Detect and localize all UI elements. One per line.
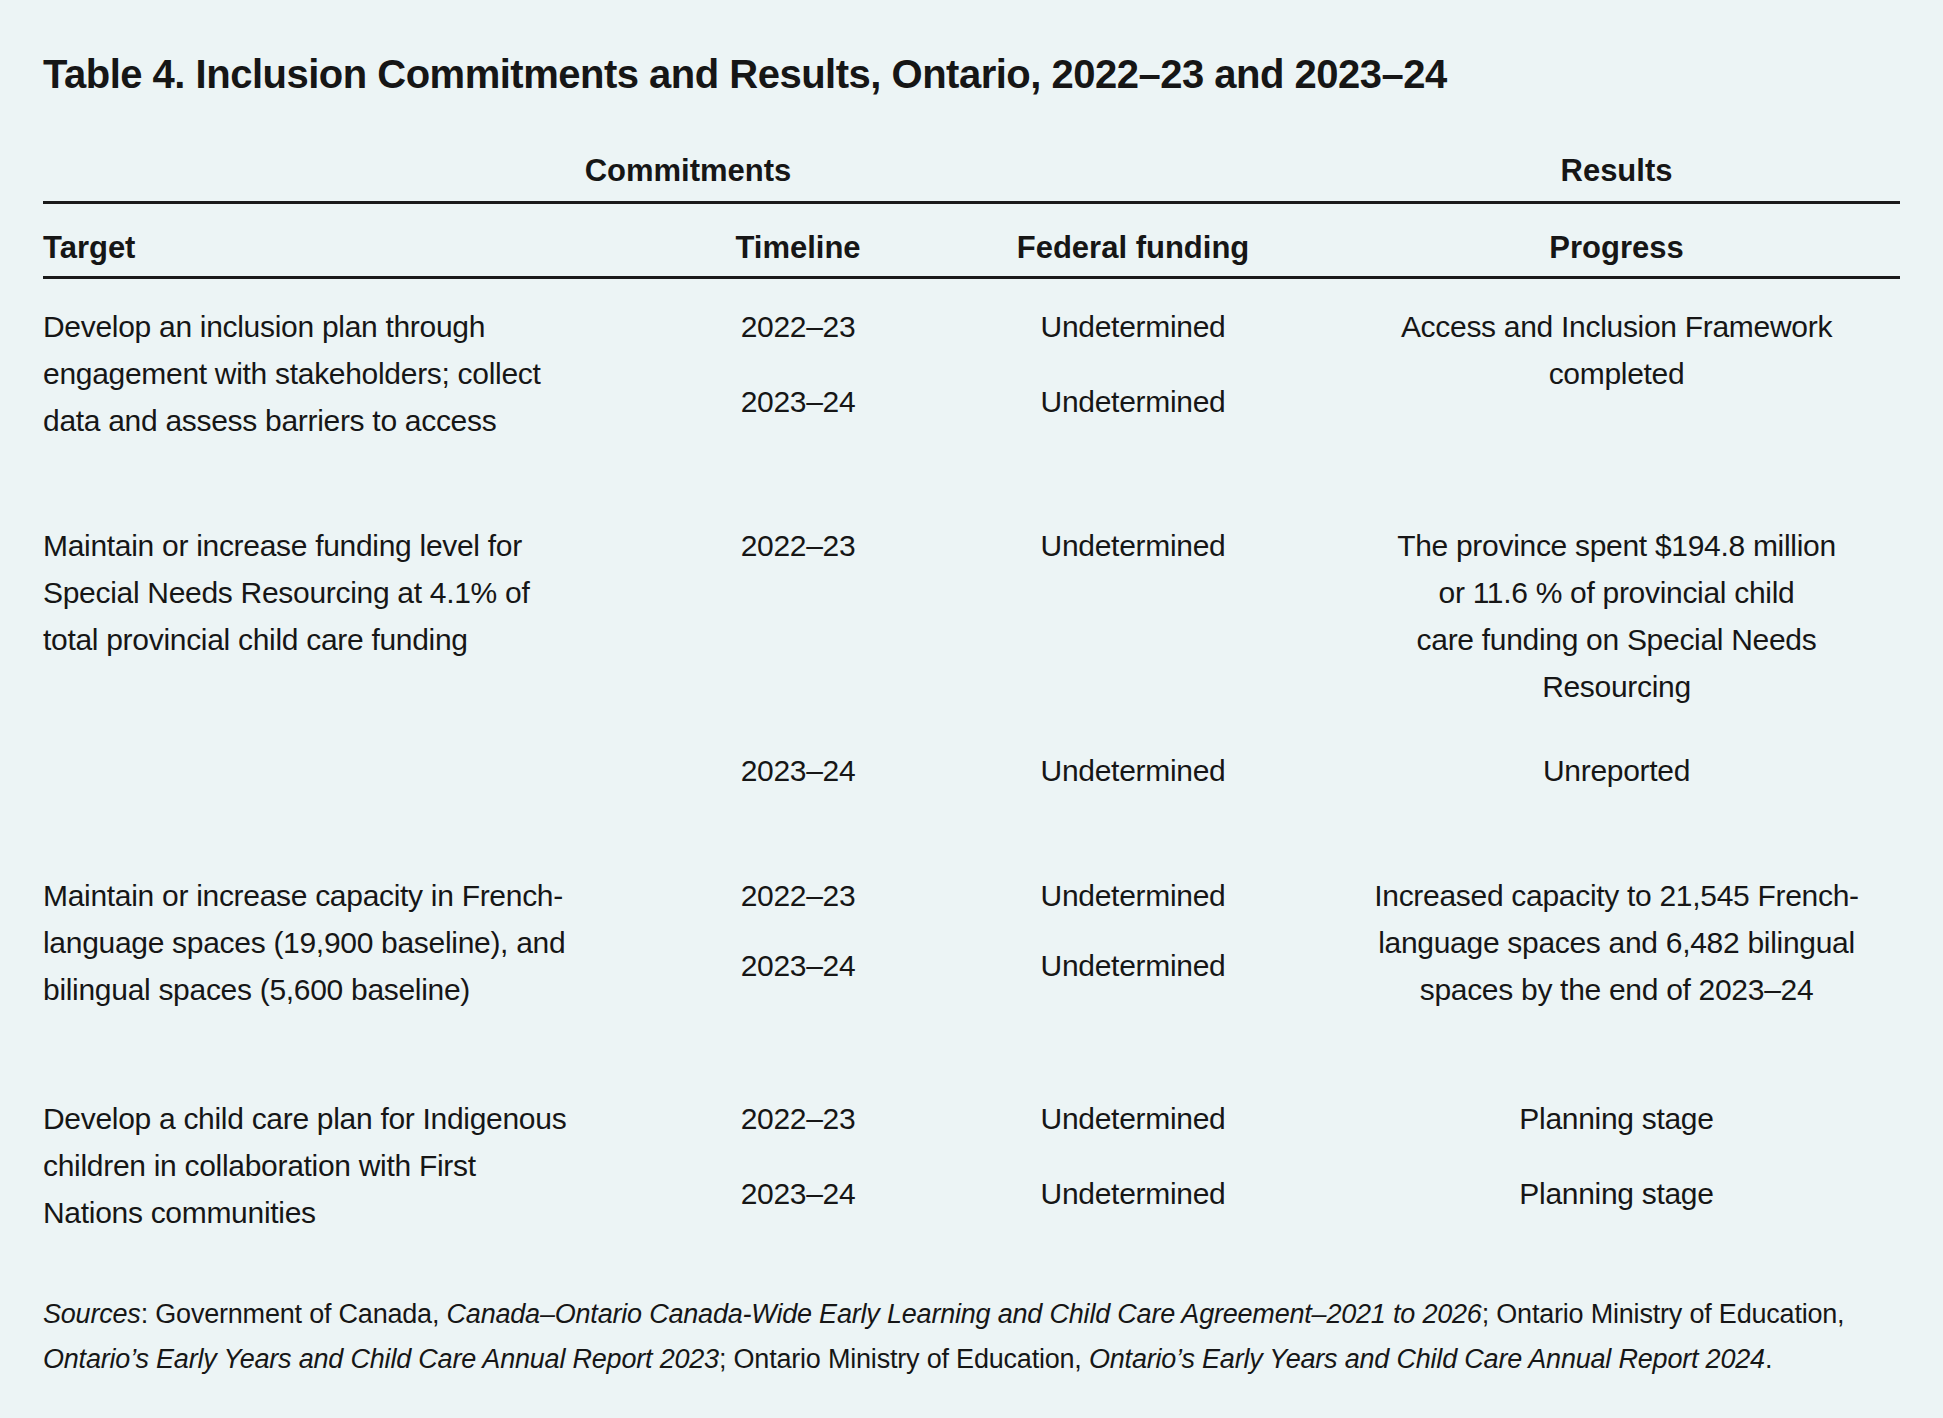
sources-segment: . [1765, 1344, 1772, 1374]
progress-cell: Unreported [1333, 747, 1900, 794]
document-page: Table 4. Inclusion Commitments and Resul… [0, 0, 1943, 1418]
timeline-value: 2023–24 [663, 942, 933, 989]
timeline-value: 2023–24 [663, 378, 933, 425]
timeline-cell: 2022–23 2023–24 [663, 872, 933, 1013]
federal-funding-value: Undetermined [933, 1095, 1333, 1142]
row-entries: 2022–23 Undetermined The province spent … [663, 522, 1900, 794]
entry-subrow: 2023–24 Undetermined Unreported [663, 747, 1900, 794]
federal-funding-value: Undetermined [933, 1170, 1333, 1217]
target-cell: Maintain or increase funding level for S… [43, 522, 663, 794]
federal-funding-value: Undetermined [933, 942, 1333, 989]
target-cell: Develop an inclusion plan through engage… [43, 303, 663, 444]
timeline-value: 2022–23 [663, 303, 933, 350]
timeline-value: 2023–24 [663, 1170, 933, 1217]
federal-funding-cell: Undetermined Undetermined [933, 872, 1333, 1013]
table-row: Maintain or increase funding level for S… [43, 522, 1900, 794]
table-title: Table 4. Inclusion Commitments and Resul… [43, 50, 1900, 98]
row-entries: 2022–23 Undetermined Planning stage 2023… [663, 1095, 1900, 1236]
column-header-progress: Progress [1333, 230, 1900, 266]
group-header-row: Commitments Results [43, 153, 1900, 189]
federal-funding-cell: Undetermined Undetermined [933, 303, 1333, 444]
timeline-value: 2022–23 [663, 872, 933, 919]
progress-cell: Access and Inclusion Framework completed [1333, 303, 1900, 444]
entry-subrow: 2023–24 Undetermined Planning stage [663, 1170, 1900, 1217]
entry-subrow: 2022–23 Undetermined Planning stage [663, 1095, 1900, 1142]
progress-cell: Increased capacity to 21,545 French- lan… [1333, 872, 1900, 1013]
federal-funding-value: Undetermined [933, 872, 1333, 919]
sources-segment: ; Ontario Ministry of Education, [1482, 1299, 1845, 1329]
target-cell: Develop a child care plan for Indigenous… [43, 1095, 663, 1236]
column-header-timeline: Timeline [663, 230, 933, 266]
column-header-row: Target Timeline Federal funding Progress [43, 204, 1900, 266]
federal-funding-value: Undetermined [933, 303, 1333, 350]
timeline-value: 2022–23 [663, 1095, 933, 1142]
sources-segment: ; Ontario Ministry of Education, [719, 1344, 1089, 1374]
federal-funding-value: Undetermined [933, 378, 1333, 425]
federal-funding-value: Undetermined [933, 522, 1333, 710]
entry-subrow: 2022–23 Undetermined The province spent … [663, 522, 1900, 710]
progress-cell: Planning stage [1333, 1095, 1900, 1142]
sources-segment: Sources [43, 1299, 141, 1329]
sources-segment: Ontario’s Early Years and Child Care Ann… [43, 1344, 719, 1374]
progress-cell: The province spent $194.8 million or 11.… [1333, 522, 1900, 710]
target-cell: Maintain or increase capacity in French-… [43, 872, 663, 1013]
sources-note: Sources: Government of Canada, Canada–On… [43, 1292, 1900, 1382]
sources-segment: Canada–Ontario Canada-Wide Early Learnin… [447, 1299, 1482, 1329]
column-header-target: Target [43, 230, 663, 266]
timeline-value: 2022–23 [663, 522, 933, 710]
sources-segment: : Government of Canada, [141, 1299, 447, 1329]
sources-segment: Ontario’s Early Years and Child Care Ann… [1089, 1344, 1765, 1374]
table-row: Develop an inclusion plan through engage… [43, 279, 1900, 444]
timeline-value: 2023–24 [663, 747, 933, 794]
group-header-commitments: Commitments [43, 153, 1333, 189]
table-row: Maintain or increase capacity in French-… [43, 872, 1900, 1013]
progress-cell: Planning stage [1333, 1170, 1900, 1217]
group-header-results: Results [1333, 153, 1900, 189]
federal-funding-value: Undetermined [933, 747, 1333, 794]
table-row: Develop a child care plan for Indigenous… [43, 1095, 1900, 1236]
timeline-cell: 2022–23 2023–24 [663, 303, 933, 444]
column-header-federal-funding: Federal funding [933, 230, 1333, 266]
